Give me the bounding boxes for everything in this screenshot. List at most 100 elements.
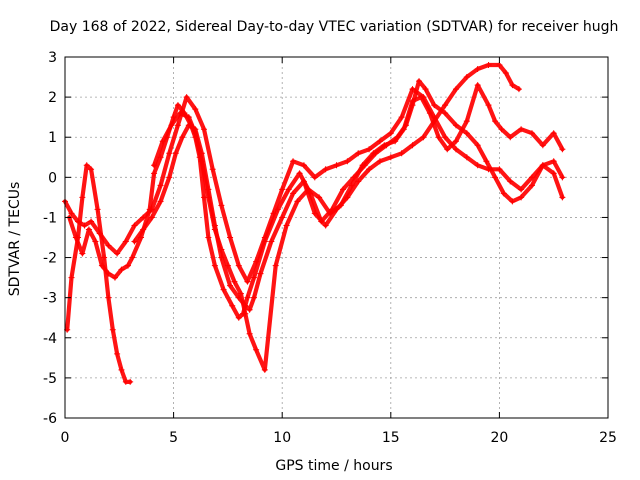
- y-tick-label: 3: [48, 50, 57, 66]
- data-point: [118, 366, 125, 373]
- data-point: [279, 214, 286, 221]
- chart-title: Day 168 of 2022, Sidereal Day-to-day VTE…: [50, 19, 619, 35]
- data-point: [246, 330, 253, 337]
- data-point: [528, 182, 535, 189]
- data-point: [322, 222, 329, 229]
- data-point: [231, 278, 238, 285]
- data-point: [211, 262, 218, 269]
- data-point: [492, 174, 499, 181]
- data-point: [294, 198, 301, 205]
- data-point: [300, 178, 307, 185]
- data-point: [442, 102, 449, 109]
- data-point: [311, 174, 318, 181]
- plot-frame: [64, 56, 609, 419]
- data-point: [111, 274, 118, 281]
- data-point: [474, 66, 481, 73]
- data-point: [559, 194, 566, 201]
- data-point: [151, 170, 158, 177]
- data-point: [96, 230, 103, 237]
- data-point: [550, 130, 557, 137]
- data-point: [140, 226, 147, 233]
- data-point: [322, 166, 329, 173]
- data-point: [229, 302, 236, 309]
- data-point: [311, 210, 318, 217]
- data-point: [442, 134, 449, 141]
- data-point: [474, 162, 481, 169]
- data-point: [250, 294, 257, 301]
- data-point: [224, 262, 231, 269]
- data-point: [261, 234, 268, 241]
- data-point: [242, 310, 249, 317]
- data-point: [496, 166, 503, 173]
- data-point: [244, 294, 251, 301]
- data-point: [492, 118, 499, 125]
- data-point: [518, 126, 525, 133]
- data-point: [359, 162, 366, 169]
- data-point: [253, 346, 260, 353]
- data-point: [337, 202, 344, 209]
- data-point: [131, 222, 138, 229]
- x-tick-label: 25: [599, 430, 617, 446]
- data-point: [528, 130, 535, 137]
- data-point: [509, 82, 516, 89]
- data-point: [118, 266, 125, 273]
- data-point: [114, 350, 121, 357]
- data-point: [261, 366, 268, 373]
- y-tick-label: 0: [48, 170, 57, 186]
- data-point: [539, 162, 546, 169]
- data-point: [392, 138, 399, 145]
- data-point: [326, 210, 333, 217]
- data-point: [109, 326, 116, 333]
- data-point: [218, 246, 225, 253]
- data-point: [376, 158, 383, 165]
- series-layer: [62, 62, 566, 385]
- data-point: [220, 286, 227, 293]
- y-tick-label: 1: [48, 130, 57, 146]
- series-track-a: [64, 162, 134, 385]
- data-point: [290, 190, 297, 197]
- data-point: [83, 162, 90, 169]
- series-track-e: [62, 86, 566, 285]
- data-point: [409, 98, 416, 105]
- data-point: [246, 306, 253, 313]
- data-point: [398, 114, 405, 121]
- data-point: [463, 130, 470, 137]
- data-point: [68, 210, 75, 217]
- data-point: [88, 166, 95, 173]
- data-point: [227, 282, 234, 289]
- data-point: [72, 234, 79, 241]
- data-point: [79, 194, 86, 201]
- data-point: [105, 242, 112, 249]
- data-point: [209, 166, 216, 173]
- data-point: [422, 86, 429, 93]
- y-tick-label: -1: [43, 210, 57, 226]
- y-tick-label: -2: [43, 251, 57, 267]
- data-point: [157, 182, 164, 189]
- data-point: [444, 146, 451, 153]
- y-tick-label: -6: [43, 411, 57, 427]
- data-point: [192, 130, 199, 137]
- data-point: [198, 158, 205, 165]
- data-point: [201, 126, 208, 133]
- data-point: [296, 170, 303, 177]
- grid-layer: [65, 57, 608, 418]
- data-point: [435, 134, 442, 141]
- data-point: [344, 158, 351, 165]
- x-tick-label: 0: [61, 430, 70, 446]
- data-point: [431, 102, 438, 109]
- data-point: [148, 206, 155, 213]
- data-point: [559, 146, 566, 153]
- y-tick-label: -4: [43, 331, 57, 347]
- data-point: [183, 94, 190, 101]
- data-point: [168, 122, 175, 129]
- series-track-d: [151, 82, 566, 373]
- data-point: [518, 194, 525, 201]
- data-point: [205, 194, 212, 201]
- data-point: [483, 158, 490, 165]
- data-point: [257, 270, 264, 277]
- data-point: [559, 174, 566, 181]
- data-point: [340, 186, 347, 193]
- data-point: [122, 238, 129, 245]
- data-point: [370, 150, 377, 157]
